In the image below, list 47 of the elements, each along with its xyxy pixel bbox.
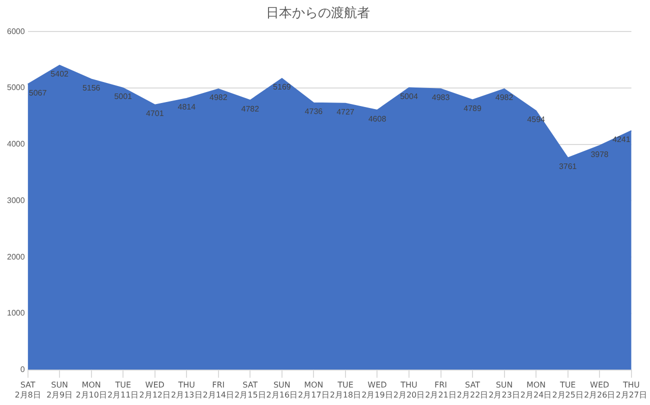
- x-tick-label: SUN 2月9日: [46, 380, 73, 400]
- data-label: 4701: [146, 109, 164, 118]
- data-label: 5067: [28, 88, 48, 98]
- y-tick-label: 1000: [7, 308, 26, 318]
- data-label: 5402: [50, 70, 70, 79]
- y-tick-label: 0: [20, 365, 26, 374]
- y-tick-label: 2000: [7, 252, 26, 262]
- x-tick-label: TUE 2月18日: [330, 380, 362, 400]
- x-tick-label: SAT 2月15日: [234, 380, 266, 400]
- data-label: 4814: [178, 102, 196, 112]
- x-tick-label: MON 2月17日: [298, 380, 330, 400]
- x-tick-label: TUE 2月11日: [107, 380, 139, 400]
- data-label: 4982: [495, 93, 514, 102]
- data-label: 5156: [82, 83, 101, 92]
- x-tick-label: SAT 2月8日: [14, 380, 41, 400]
- x-tick-label: WED 2月19日: [362, 380, 393, 400]
- data-label: 4983: [432, 93, 450, 102]
- x-tick-label: THU 2月13日: [170, 380, 202, 400]
- x-tick-label: WED 2月12日: [139, 380, 171, 400]
- x-tick-label: FRI 2月14日: [202, 380, 234, 400]
- x-tick-label: MON 2月10日: [76, 380, 107, 400]
- data-label: 4241: [612, 134, 631, 144]
- data-label: 5169: [273, 82, 292, 92]
- x-tick-label: THU 2月27日: [616, 380, 648, 400]
- x-tick-label: SUN 2月23日: [488, 380, 520, 400]
- data-label: 5001: [114, 92, 133, 102]
- data-label: 4782: [241, 104, 260, 114]
- chart-title: 日本からの渡航者: [266, 6, 370, 22]
- data-label: 3978: [590, 150, 610, 159]
- y-tick-label: 4000: [7, 140, 26, 149]
- x-tick-label: SUN 2月16日: [266, 380, 298, 400]
- x-tick-label: MON 2月24日: [520, 380, 552, 400]
- x-tick-label: THU 2月20日: [393, 380, 425, 400]
- data-label: 4608: [368, 114, 387, 124]
- x-tick-label: SAT 2月22日: [456, 380, 488, 400]
- x-tick-label: TUE 2月25日: [552, 380, 584, 400]
- data-label: 4727: [336, 108, 355, 117]
- x-tick-label: FRI 2月21日: [425, 380, 456, 400]
- data-label: 3761: [558, 162, 578, 172]
- data-label: 4789: [464, 104, 482, 114]
- data-label: 4736: [304, 107, 324, 116]
- data-label: 4982: [210, 93, 228, 102]
- x-tick-label: WED 2月26日: [584, 380, 616, 400]
- y-tick-label: 6000: [7, 26, 26, 36]
- y-tick-label: 3000: [7, 196, 26, 205]
- y-tick-label: 5000: [7, 83, 26, 92]
- data-label: 5004: [400, 92, 418, 101]
